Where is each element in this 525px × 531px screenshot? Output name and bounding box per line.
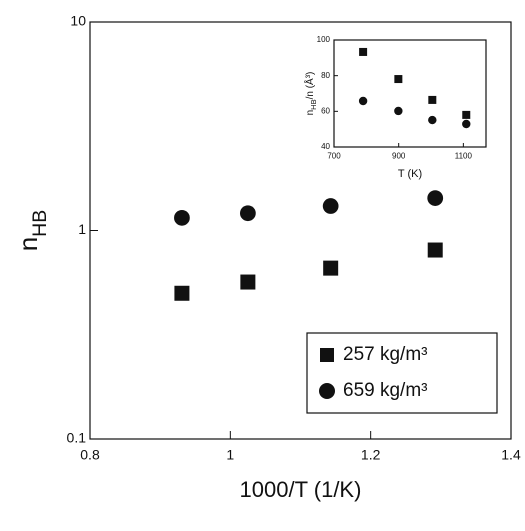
y-tick-label: 1: [78, 221, 86, 237]
legend-marker: [319, 383, 335, 399]
x-axis-label: 1000/T (1/K): [240, 477, 362, 502]
x-tick-label: 700: [327, 152, 341, 161]
square-marker: [323, 260, 339, 276]
x-tick-label: 1.4: [501, 447, 521, 463]
inset-background: [334, 40, 486, 147]
circle-marker: [428, 115, 437, 125]
x-tick-label: 1100: [455, 152, 473, 161]
square-marker: [359, 47, 368, 56]
x-tick-label: 1.2: [361, 447, 381, 463]
y-tick-label: 60: [321, 106, 330, 115]
circle-marker: [462, 119, 471, 129]
circle-marker: [358, 96, 368, 106]
square-marker: [240, 274, 256, 290]
circle-marker: [174, 209, 190, 226]
y-tick-label: 40: [321, 142, 330, 151]
square-marker: [394, 75, 403, 84]
y-axis-label-part: /n (Å³): [303, 72, 316, 100]
x-tick-label: 0.8: [80, 447, 100, 463]
x-axis-label: T (K): [398, 168, 422, 180]
y-axis-label-part: HB: [29, 210, 51, 237]
y-axis-label: nHB/n (Å³): [303, 72, 319, 116]
y-tick-label: 10: [70, 13, 86, 29]
y-tick-label: 0.1: [67, 430, 87, 446]
circle-marker: [240, 205, 256, 222]
circle-marker: [322, 198, 339, 214]
legend-label: 257 kg/m³: [343, 344, 427, 365]
x-tick-label: 900: [392, 152, 406, 161]
square-marker: [174, 285, 190, 301]
plot-frame: [333, 39, 487, 148]
legend-box: [306, 332, 498, 414]
legend-marker: [320, 348, 334, 362]
y-axis-label: nHB: [13, 210, 51, 252]
square-marker: [462, 110, 471, 119]
y-tick-label: 80: [321, 71, 330, 80]
y-axis-label-part: HB: [309, 99, 318, 109]
y-tick-label: 100: [317, 35, 331, 44]
legend-label: 659 kg/m³: [343, 380, 427, 401]
x-tick-label: 1: [226, 447, 234, 463]
circle-marker: [394, 106, 403, 116]
square-marker: [427, 242, 443, 258]
y-axis-label-part: n: [13, 237, 43, 251]
circle-marker: [427, 190, 444, 206]
y-axis-label-part: n: [305, 110, 316, 116]
square-marker: [428, 95, 437, 104]
